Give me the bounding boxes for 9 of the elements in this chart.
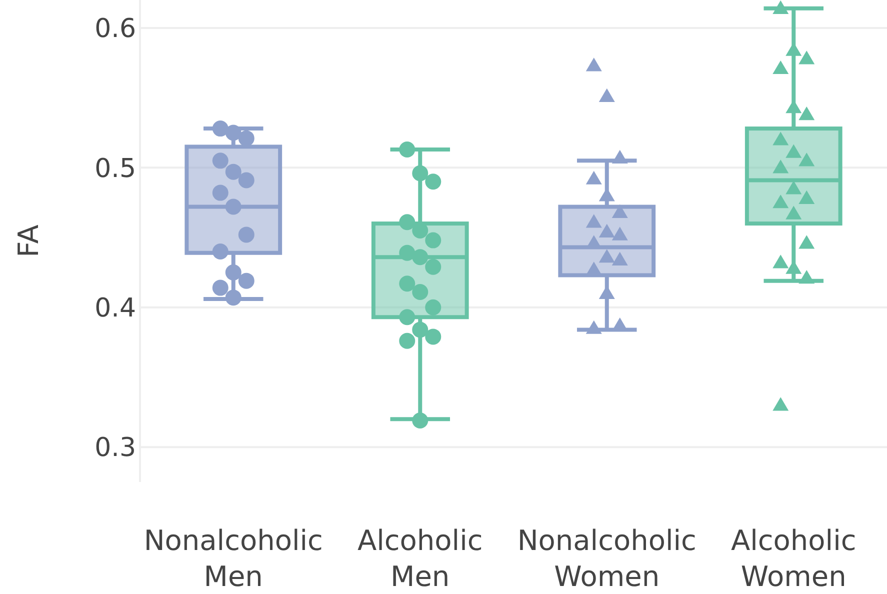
y-tick-label: 0.6	[94, 14, 136, 44]
x-tick-label: Alcoholic Women	[730, 524, 856, 593]
x-tick-label: Alcoholic Men	[357, 524, 483, 593]
y-tick-label: 0.4	[94, 293, 136, 324]
x-tick-label: Nonalcoholic Men	[144, 524, 323, 593]
y-tick-label: 0.5	[94, 154, 136, 184]
y-tick-label: 0.3	[94, 433, 136, 464]
x-tick-label: Nonalcoholic Women	[517, 524, 696, 593]
y-axis-title: FA	[12, 224, 45, 258]
